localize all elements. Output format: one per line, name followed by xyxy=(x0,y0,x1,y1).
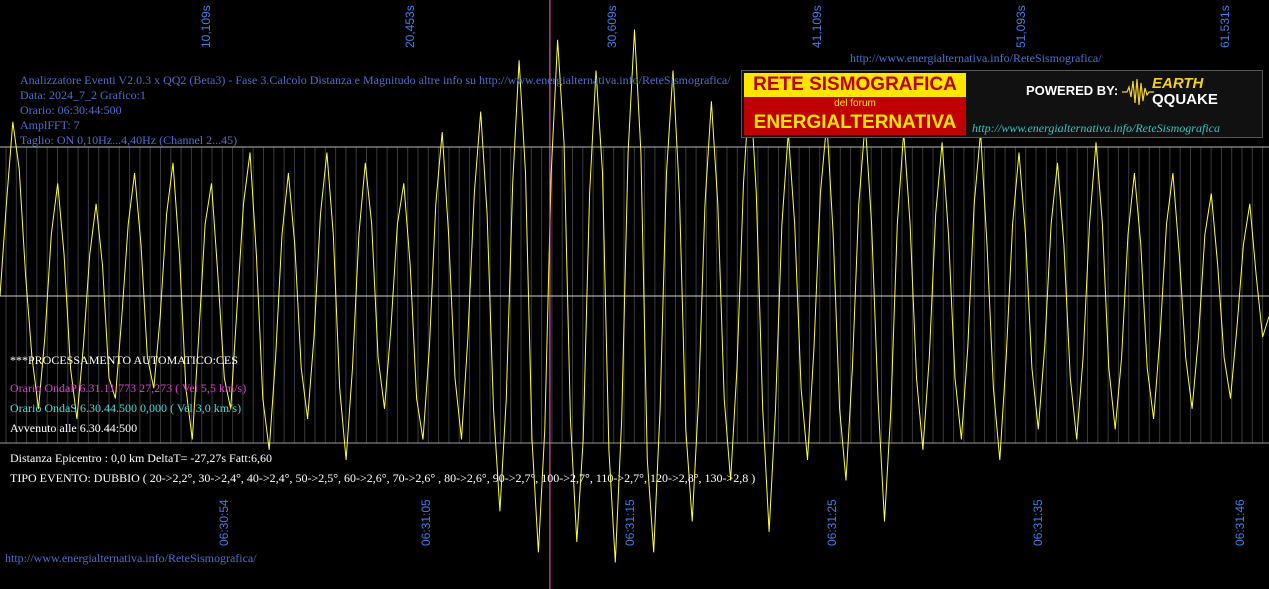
bottom-tick-label: 06:31:35 xyxy=(1031,499,1045,546)
header-time: Orario: 06:30:44:500 xyxy=(20,103,122,117)
top-tick-label: 10,109s xyxy=(199,5,213,48)
s-wave-time: Orario OndaS 6.30.44.500 0,000 ( Vel 3,0… xyxy=(10,401,242,415)
header-filter: Taglio: ON 0,10Hz...4,40Hz (Channel 2...… xyxy=(20,133,238,147)
header-date: Data: 2024_7_2 Grafico:1 xyxy=(20,88,146,102)
processing-heading: ***PROCESSAMENTO AUTOMATICO:CES xyxy=(10,353,238,367)
header-ampl: AmplFFT: 7 xyxy=(20,118,80,132)
logo-quake-text: QQUAKE xyxy=(1152,91,1218,108)
logo-line2: del forum xyxy=(744,97,966,111)
bottom-tick-label: 06:31:46 xyxy=(1233,499,1247,546)
logo-line3: ENERGIALTERNATIVA xyxy=(744,111,966,135)
logo-badge: RETE SISMOGRAFICA del forum ENERGIALTERN… xyxy=(744,73,966,135)
bottom-tick-label: 06:30:54 xyxy=(217,499,231,546)
bottom-tick-label: 06:31:15 xyxy=(623,499,637,546)
bottom-tick-label: 06:31:05 xyxy=(419,499,433,546)
top-tick-label: 20,453s xyxy=(403,5,417,48)
bottom-tick-label: 06:31:25 xyxy=(825,499,839,546)
footer-url[interactable]: http://www.energialternativa.info/ReteSi… xyxy=(5,551,257,565)
logo-line1: RETE SISMOGRAFICA xyxy=(744,73,966,97)
logo-url[interactable]: http://www.energialternativa.info/ReteSi… xyxy=(972,121,1220,135)
top-url[interactable]: http://www.energialternativa.info/ReteSi… xyxy=(850,51,1102,65)
rete-sismografica-logo: RETE SISMOGRAFICA del forum ENERGIALTERN… xyxy=(741,70,1263,138)
top-tick-label: 51,093s xyxy=(1014,5,1028,48)
seismic-signal-line xyxy=(0,29,1269,563)
top-tick-label: 30,609s xyxy=(605,5,619,48)
logo-earth-text: EARTH xyxy=(1152,75,1204,92)
top-tick-label: 41,109s xyxy=(810,5,824,48)
vertical-grid xyxy=(5,147,1264,443)
epicenter-distance: Distanza Epicentro : 0,0 km DeltaT= -27,… xyxy=(10,451,273,465)
header-title: Analizzatore Eventi V2.0.3 x QQ2 (Beta3)… xyxy=(20,73,731,87)
logo-powered-by: POWERED BY: xyxy=(1026,83,1119,98)
top-tick-label: 61,531s xyxy=(1218,5,1232,48)
event-time: Avvenuto alle 6.30.44:500 xyxy=(10,421,138,435)
seismograph-wave-icon xyxy=(1122,78,1154,106)
p-wave-time: Orario OndaP 6.31.11.773 27,273 ( Vel 5,… xyxy=(10,381,247,395)
event-type: TIPO EVENTO: DUBBIO ( 20->2,2°, 30->2,4°… xyxy=(10,471,756,485)
